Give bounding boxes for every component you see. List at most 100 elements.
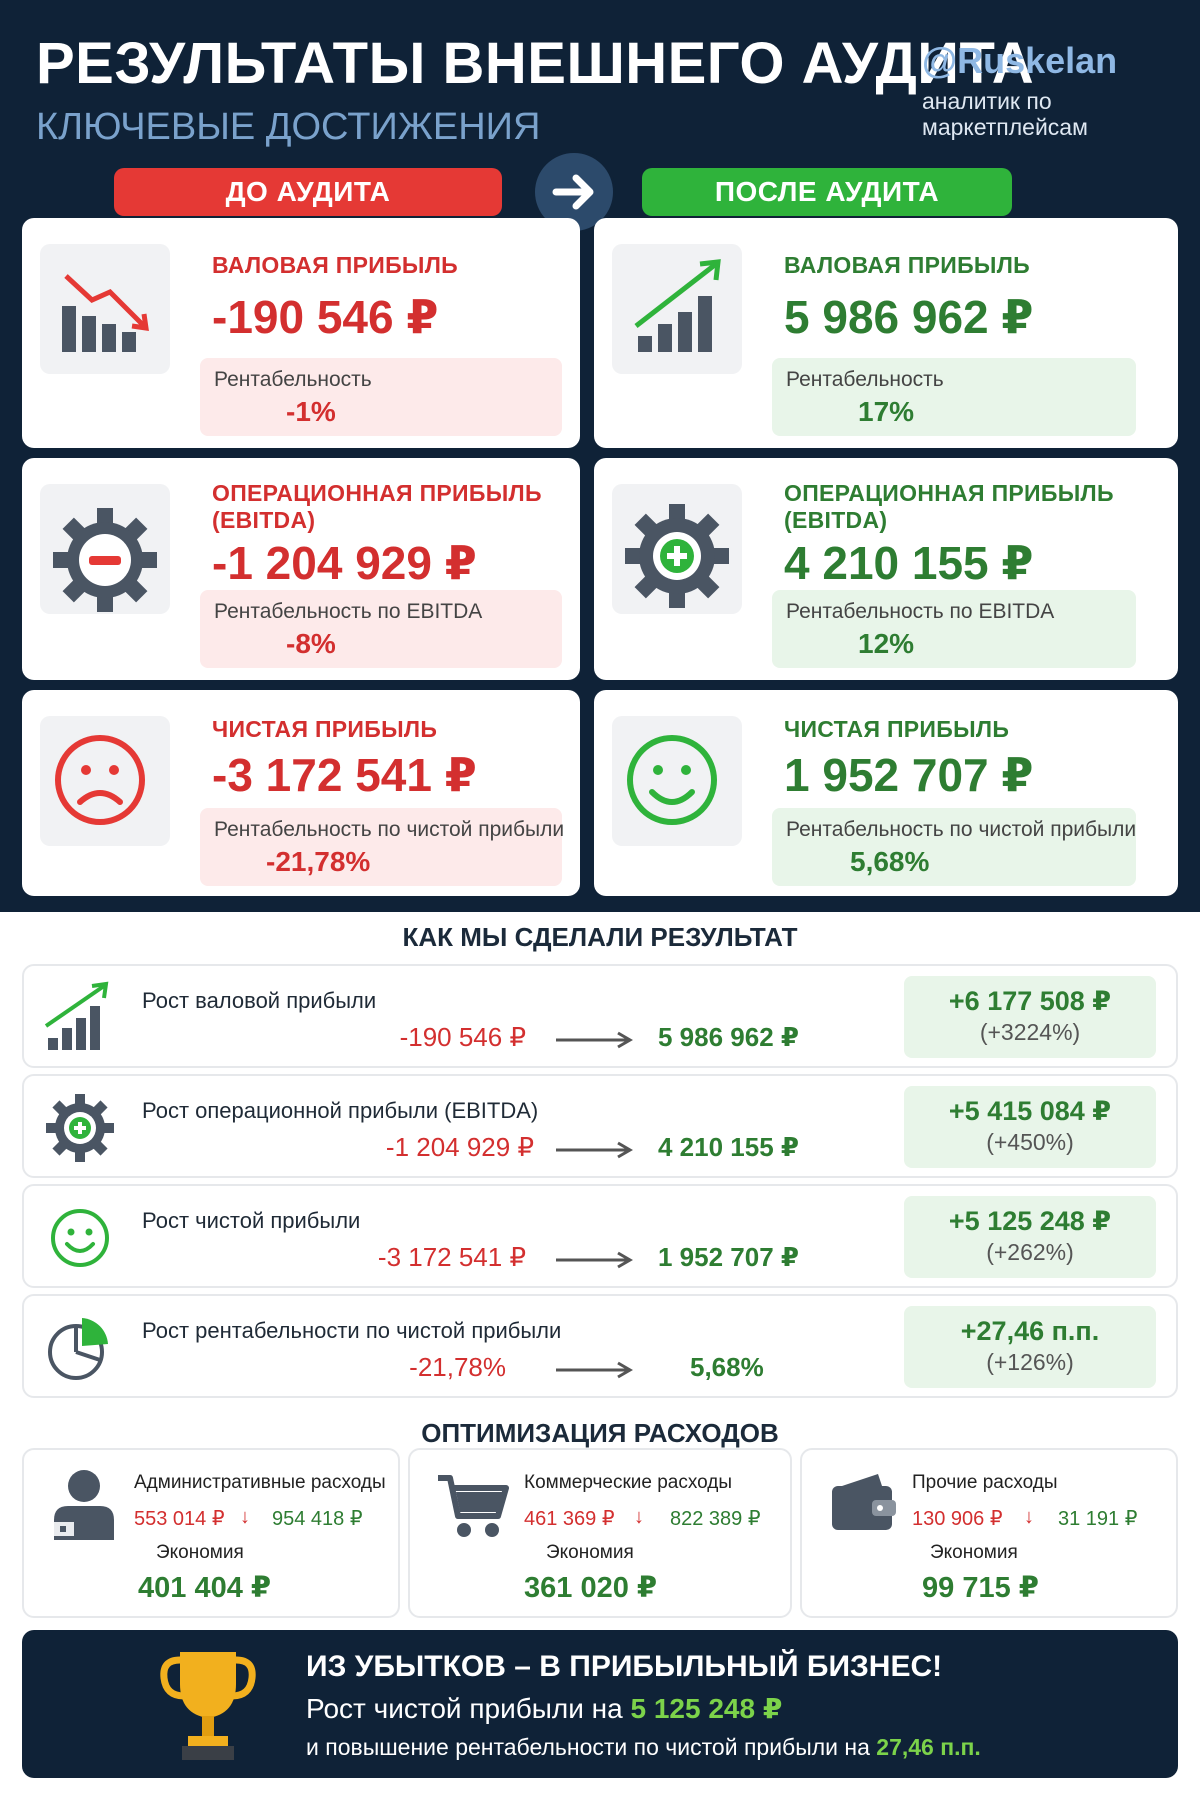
expense-from: 130 906 ₽	[912, 1508, 1003, 1530]
economy-label: Экономия	[930, 1542, 1018, 1563]
after-net-card: ЧИСТАЯ ПРИБЫЛЬ 1 952 707 ₽ Рентабельност…	[594, 690, 1178, 896]
summary-banner: ИЗ УБЫТКОВ – В ПРИБЫЛЬНЫЙ БИЗНЕС! Рост ч…	[22, 1630, 1178, 1778]
gross-profit-label: ВАЛОВАЯ ПРИБЫЛЬ	[212, 252, 458, 278]
gear-plus-icon	[46, 1094, 114, 1162]
margin-label: Рентабельность	[786, 368, 944, 391]
gross-profit-value: -190 546 ₽	[212, 291, 439, 343]
trophy-icon	[160, 1652, 256, 1760]
expense-from: 461 369 ₽	[524, 1508, 615, 1530]
row-delta-percent: (+262%)	[986, 1239, 1074, 1265]
row-delta-percent: (+3224%)	[979, 1019, 1081, 1045]
expense-saving: 99 715 ₽	[922, 1572, 1039, 1604]
row-delta-percent: (+450%)	[986, 1129, 1074, 1155]
net-margin-value: 5,68%	[850, 846, 930, 877]
row-delta-value: +5 125 248 ₽	[948, 1206, 1112, 1236]
row-label: Рост рентабельности по чистой прибыли	[142, 1318, 562, 1343]
net-margin-value: -21,78%	[266, 846, 371, 877]
growth-chart-icon	[44, 981, 109, 1050]
arrow-right-icon	[556, 1361, 633, 1379]
after-audit-badge: ПОСЛЕ АУДИТА	[642, 168, 1012, 216]
page-title: РЕЗУЛЬТАТЫ ВНЕШНЕГО АУДИТА	[36, 31, 1035, 96]
banner-headline: ИЗ УБЫТКОВ – В ПРИБЫЛЬНЫЙ БИЗНЕС!	[306, 1650, 943, 1683]
smile-icon	[51, 1209, 109, 1267]
expense-title: Коммерческие расходы	[524, 1472, 733, 1493]
growth-chart-icon	[612, 244, 742, 374]
expense-to: 31 191 ₽	[1058, 1508, 1138, 1530]
before-net-card: ЧИСТАЯ ПРИБЫЛЬ -3 172 541 ₽ Рентабельнос…	[22, 690, 580, 896]
row-delta-value: +5 415 084 ₽	[948, 1096, 1112, 1126]
expense-to: 822 389 ₽	[670, 1508, 761, 1530]
header-panel: РЕЗУЛЬТАТЫ ВНЕШНЕГО АУДИТА КЛЮЧЕВЫЕ ДОСТ…	[0, 0, 1200, 912]
row-label: Рост валовой прибыли	[142, 988, 377, 1013]
gross-profit-value: 5 986 962 ₽	[784, 291, 1034, 343]
row-delta-box: +5 125 248 ₽ (+262%)	[904, 1196, 1156, 1278]
row-to-value: 4 210 155 ₽	[658, 1132, 799, 1162]
net-profit-value: 1 952 707 ₽	[784, 749, 1034, 801]
gear-plus-icon	[612, 484, 742, 614]
row-from-value: -21,78%	[409, 1352, 506, 1382]
expense-card-other: Прочие расходы 130 906 ₽ ↓ 31 191 ₽ Экон…	[800, 1448, 1178, 1618]
row-delta-value: +6 177 508 ₽	[948, 986, 1112, 1016]
ebitda-value: 4 210 155 ₽	[784, 537, 1034, 589]
expense-title: Прочие расходы	[912, 1472, 1058, 1493]
wallet-icon	[832, 1474, 896, 1530]
sad-face-icon	[40, 716, 170, 846]
expense-card-admin: Административные расходы 553 014 ₽ ↓ 954…	[22, 1448, 400, 1618]
before-audit-badge: ДО АУДИТА	[114, 168, 502, 216]
ebitda-label: ОПЕРАЦИОННАЯ ПРИБЫЛЬ (EBITDA)	[784, 480, 1114, 533]
row-from-value: -1 204 929 ₽	[385, 1132, 534, 1162]
row-to-value: 5,68%	[690, 1352, 764, 1382]
margin-label: Рентабельность	[214, 368, 372, 391]
expense-saving: 361 020 ₽	[524, 1572, 658, 1604]
after-gross-card: ВАЛОВАЯ ПРИБЫЛЬ 5 986 962 ₽ Рентабельнос…	[594, 218, 1178, 448]
expense-card-commercial: Коммерческие расходы 461 369 ₽ ↓ 822 389…	[408, 1448, 792, 1618]
expense-title: Административные расходы	[134, 1472, 386, 1493]
margin-box: Рентабельность -1%	[200, 358, 562, 436]
table-row: Рост валовой прибыли -190 546 ₽ 5 986 96…	[22, 964, 1178, 1068]
banner-net-growth: Рост чистой прибыли на 5 125 248 ₽	[306, 1693, 783, 1724]
before-gross-card: ВАЛОВАЯ ПРИБЫЛЬ -190 546 ₽ Рентабельност…	[22, 218, 580, 448]
net-profit-value: -3 172 541 ₽	[212, 749, 477, 801]
margin-box: Рентабельность 17%	[772, 358, 1136, 436]
author-description: аналитик по маркетплейсам	[922, 88, 1088, 140]
ebitda-margin-label: Рентабельность по EBITDA	[786, 600, 1055, 623]
smile-icon	[612, 716, 742, 846]
table-row: Рост операционной прибыли (EBITDA) -1 20…	[22, 1074, 1178, 1178]
row-from-value: -190 546 ₽	[399, 1022, 526, 1052]
after-ebitda-card: ОПЕРАЦИОННАЯ ПРИБЫЛЬ (EBITDA) 4 210 155 …	[594, 458, 1178, 680]
ebitda-label: ОПЕРАЦИОННАЯ ПРИБЫЛЬ (EBITDA)	[212, 480, 542, 533]
banner-margin-growth: и повышение рентабельности по чистой при…	[306, 1734, 981, 1760]
decline-chart-icon	[40, 244, 170, 374]
ebitda-margin-box: Рентабельность по EBITDA -8%	[200, 590, 562, 668]
expense-to: 954 418 ₽	[272, 1508, 363, 1530]
ebitda-margin-label: Рентабельность по EBITDA	[214, 600, 483, 623]
page-subtitle: КЛЮЧЕВЫЕ ДОСТИЖЕНИЯ	[36, 106, 541, 148]
net-profit-label: ЧИСТАЯ ПРИБЫЛЬ	[784, 716, 1010, 742]
row-delta-box: +5 415 084 ₽ (+450%)	[904, 1086, 1156, 1168]
table-row: Рост чистой прибыли -3 172 541 ₽ 1 952 7…	[22, 1184, 1178, 1288]
table-row: Рост рентабельности по чистой прибыли -2…	[22, 1294, 1178, 1398]
arrow-down-icon: ↓	[1024, 1506, 1034, 1528]
row-delta-value: +27,46 п.п.	[960, 1316, 1100, 1346]
author-handle: @Ruskelan	[922, 40, 1118, 81]
gear-minus-icon	[40, 484, 170, 614]
net-margin-label: Рентабельность по чистой прибыли	[786, 818, 1137, 841]
arrow-right-icon	[556, 1031, 633, 1049]
net-margin-box: Рентабельность по чистой прибыли -21,78%	[200, 808, 565, 886]
row-to-value: 1 952 707 ₽	[658, 1242, 799, 1272]
row-delta-percent: (+126%)	[986, 1349, 1074, 1375]
economy-label: Экономия	[156, 1542, 244, 1563]
net-margin-label: Рентабельность по чистой прибыли	[214, 818, 565, 841]
expense-from: 553 014 ₽	[134, 1508, 225, 1530]
row-from-value: -3 172 541 ₽	[377, 1242, 526, 1272]
row-delta-box: +27,46 п.п. (+126%)	[904, 1306, 1156, 1388]
ebitda-value: -1 204 929 ₽	[212, 537, 477, 589]
ebitda-margin-box: Рентабельность по EBITDA 12%	[772, 590, 1136, 668]
margin-value: -1%	[286, 396, 336, 427]
row-label: Рост операционной прибыли (EBITDA)	[142, 1098, 539, 1123]
row-delta-box: +6 177 508 ₽ (+3224%)	[904, 976, 1156, 1058]
ebitda-margin-value: -8%	[286, 628, 336, 659]
arrow-right-icon	[556, 1251, 633, 1269]
row-to-value: 5 986 962 ₽	[658, 1022, 799, 1052]
person-icon	[54, 1470, 114, 1540]
